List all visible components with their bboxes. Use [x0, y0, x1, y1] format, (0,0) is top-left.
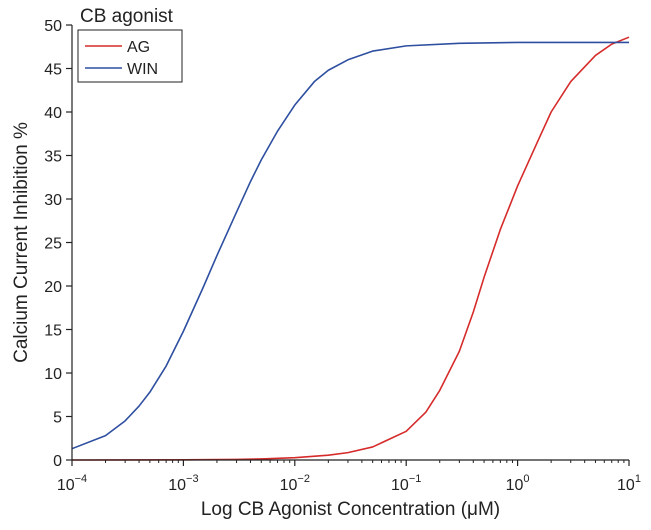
- legend-box: [77, 29, 183, 83]
- x-tick-label: 10−1: [391, 473, 421, 494]
- legend: CB agonist AG WIN: [77, 6, 183, 83]
- x-tick-label: 10−3: [168, 473, 198, 494]
- y-ticks: 0 5 10 15 20 25 30 35 40 45 50: [44, 18, 72, 470]
- legend-label-win: WIN: [127, 61, 158, 78]
- y-tick-label: 45: [44, 62, 62, 79]
- x-tick-label: 101: [617, 473, 641, 494]
- x-tick-label: 10−4: [57, 473, 87, 494]
- y-tick-label: 35: [44, 149, 62, 166]
- legend-items: AG WIN: [85, 39, 158, 78]
- x-ticks: 10−4 10−3 10−2 10−1 100 101: [57, 460, 641, 494]
- y-tick-label: 15: [44, 323, 62, 340]
- y-tick-label: 20: [44, 279, 62, 296]
- plot-lines: [71, 36, 630, 461]
- y-tick-label: 25: [44, 236, 62, 253]
- y-tick-label: 10: [44, 366, 62, 383]
- y-tick-label: 0: [53, 453, 62, 470]
- legend-label-ag: AG: [127, 39, 150, 56]
- y-axis-title: Calcium Current Inhibition %: [11, 122, 32, 363]
- y-tick-label: 5: [53, 410, 62, 427]
- x-tick-label: 100: [506, 473, 530, 494]
- y-tick-label: 50: [44, 18, 62, 35]
- x-axis-title: Log CB Agonist Concentration (μM): [201, 499, 500, 520]
- series-line-win: [71, 41, 629, 450]
- legend-title: CB agonist: [80, 6, 174, 27]
- y-tick-label: 30: [44, 192, 62, 209]
- y-tick-label: 40: [44, 105, 62, 122]
- x-tick-label: 10−2: [280, 473, 310, 494]
- series-line-ag: [71, 36, 630, 461]
